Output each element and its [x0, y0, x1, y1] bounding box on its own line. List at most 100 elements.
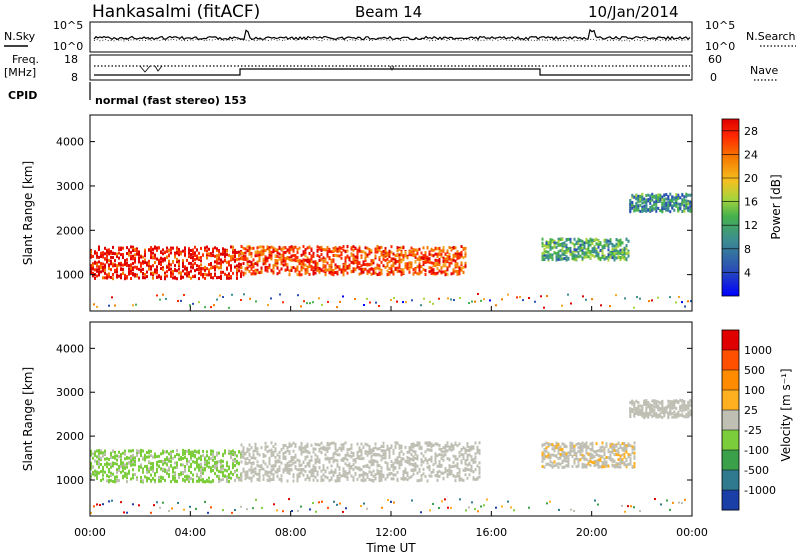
- echo-cell: [404, 470, 407, 474]
- echo-cell: [96, 251, 98, 255]
- echo-cell: [412, 455, 415, 459]
- echo-cell: [436, 471, 439, 475]
- echo-cell: [244, 477, 247, 481]
- echo-cell: [252, 461, 255, 465]
- echo-cell: [236, 276, 238, 280]
- echo-cell: [106, 479, 108, 483]
- echo-cell: [422, 268, 425, 272]
- echo-cell: [93, 505, 95, 508]
- echo-cell: [434, 271, 437, 275]
- echo-cell: [430, 459, 433, 463]
- echo-cell: [396, 253, 399, 257]
- echo-cell: [404, 262, 407, 266]
- echo-cell: [582, 295, 584, 298]
- echo-cell: [340, 253, 343, 257]
- echo-cell: [222, 464, 224, 468]
- echo-cell: [202, 480, 204, 484]
- echo-cell: [575, 254, 578, 258]
- echo-cell: [615, 242, 618, 246]
- echo-cell: [571, 256, 574, 260]
- echo-cell: [224, 250, 226, 254]
- echo-cell: [334, 468, 337, 472]
- echo-cell: [276, 251, 279, 255]
- echo-cell: [440, 447, 443, 451]
- echo-cell: [282, 470, 285, 474]
- echo-cell: [438, 297, 440, 300]
- echo-cell: [216, 276, 218, 280]
- echo-cell: [220, 468, 222, 472]
- echo-cell: [262, 259, 265, 263]
- echo-cell: [130, 460, 132, 464]
- echo-cell: [458, 272, 461, 276]
- echo-cell: [346, 271, 349, 275]
- echo-cell: [148, 259, 150, 263]
- echo-cell: [394, 441, 397, 445]
- echo-cell: [390, 257, 393, 261]
- echo-cell: [675, 196, 678, 200]
- echo-cell: [428, 464, 431, 468]
- echo-cell: [286, 469, 289, 473]
- echo-cell: [252, 474, 255, 478]
- echo-cell: [546, 295, 548, 298]
- echo-cell: [591, 453, 594, 457]
- echo-cell: [334, 452, 337, 456]
- echo-cell: [198, 468, 200, 472]
- echo-cell: [673, 401, 676, 405]
- echo-cell: [138, 250, 140, 254]
- echo-cell: [454, 475, 457, 479]
- echo-cell: [400, 477, 403, 481]
- echo-cell: [557, 451, 560, 455]
- echo-cell: [609, 250, 612, 254]
- echo-cell: [675, 412, 678, 416]
- echo-cell: [390, 258, 393, 262]
- echo-cell: [288, 452, 291, 456]
- echo-cell: [268, 475, 271, 479]
- echo-cell: [226, 476, 228, 480]
- echo-cell: [356, 456, 359, 460]
- echo-cell: [228, 467, 230, 471]
- echo-cell: [264, 266, 267, 270]
- echo-cell: [675, 301, 677, 304]
- echo-cell: [585, 247, 588, 251]
- echo-cell: [298, 472, 301, 476]
- echo-cell: [154, 256, 156, 260]
- echo-cell: [348, 447, 351, 451]
- echo-cell: [210, 275, 212, 279]
- echo-cell: [563, 241, 566, 245]
- echo-cell: [206, 479, 208, 483]
- echo-cell: [136, 450, 138, 454]
- echo-cell: [458, 256, 461, 260]
- y-tick-label: 1000: [56, 474, 84, 487]
- echo-cell: [206, 249, 208, 253]
- echo-cell: [140, 454, 142, 458]
- echo-cell: [631, 445, 634, 449]
- echo-cell: [360, 254, 363, 258]
- echo-cell: [675, 407, 678, 411]
- echo-cell: [110, 456, 112, 460]
- echo-cell: [665, 197, 668, 201]
- echo-cell: [302, 266, 305, 270]
- echo-cell: [404, 469, 407, 473]
- echo-cell: [114, 462, 116, 466]
- echo-cell: [567, 460, 570, 464]
- echo-cell: [410, 265, 413, 269]
- echo-cell: [404, 254, 407, 258]
- echo-cell: [216, 468, 218, 472]
- echo-cell: [178, 247, 180, 251]
- echo-cell: [380, 466, 383, 470]
- echo-cell: [142, 456, 144, 460]
- echo-cell: [304, 447, 307, 451]
- echo-cell: [284, 262, 287, 266]
- echo-cell: [547, 257, 550, 261]
- echo-cell: [108, 467, 110, 471]
- echo-cell: [633, 461, 636, 465]
- echo-cell: [569, 441, 572, 445]
- echo-cell: [438, 507, 440, 510]
- echo-cell: [250, 461, 253, 465]
- echo-cell: [404, 459, 407, 463]
- echo-cell: [110, 451, 112, 455]
- echo-cell: [138, 458, 140, 462]
- echo-cell: [112, 463, 114, 467]
- echo-cell: [551, 238, 554, 242]
- echo-cell: [683, 195, 686, 199]
